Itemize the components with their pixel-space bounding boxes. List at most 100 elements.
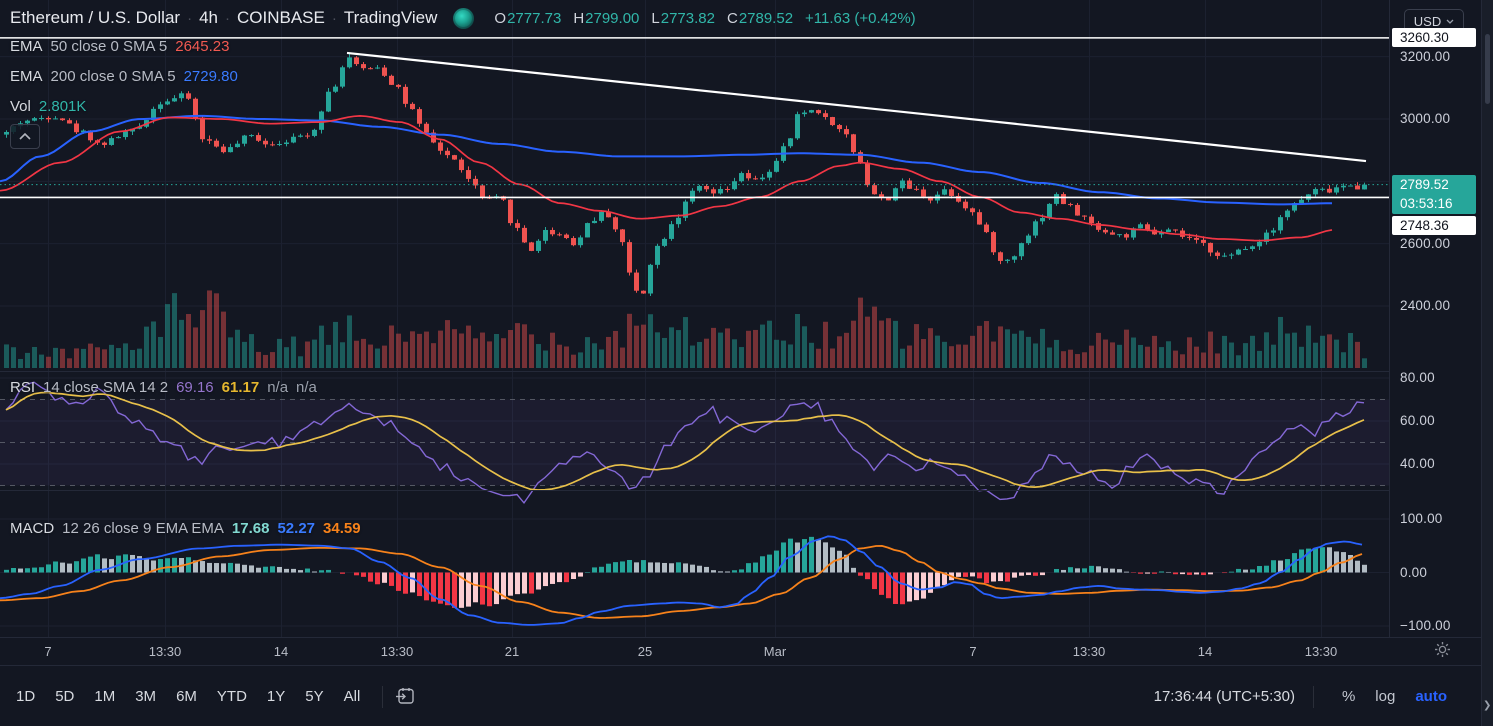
price-tick: 2400.00 (1400, 298, 1451, 313)
ema50-line (0, 115, 1333, 242)
rsi-band-value: n/a (296, 379, 317, 396)
macd-line (0, 535, 1363, 626)
open-value: 2777.73 (507, 9, 562, 27)
time-tick: 7 (44, 644, 52, 659)
legend-params: 200 close 0 SMA 5 (50, 68, 176, 85)
legend-title: RSI (10, 379, 36, 396)
ema200-line (0, 114, 1333, 206)
legend-title: EMA (10, 68, 43, 85)
candles (4, 52, 1367, 297)
session-clock[interactable]: 17:36:44 (UTC+5:30) (1153, 688, 1295, 705)
range-button-ytd[interactable]: YTD (216, 688, 247, 705)
range-button-1m[interactable]: 1M (94, 688, 116, 705)
legend-title: MACD (10, 520, 55, 537)
price-chart-canvas[interactable] (0, 0, 1389, 637)
price-tick: 2600.00 (1400, 235, 1451, 251)
legend-ema200[interactable]: EMA 200 close 0 SMA 5 2729.80 (10, 68, 238, 85)
scrollbar-thumb[interactable] (1485, 34, 1490, 104)
log-scale-button[interactable]: log (1375, 688, 1396, 705)
range-button-1d[interactable]: 1D (16, 688, 36, 705)
macd-signal-value: 34.59 (323, 520, 361, 537)
toolbar-divider (382, 685, 384, 708)
go-to-date-icon (396, 688, 414, 704)
rsi-value: 69.16 (176, 379, 214, 396)
high-value: 2799.00 (585, 9, 640, 27)
auto-scale-button[interactable]: auto (1415, 688, 1447, 705)
price-tick: 3400.00 (1400, 0, 1450, 3)
macd-tick: 100.00 (1400, 511, 1443, 526)
volume-bars (4, 290, 1367, 368)
interval-button[interactable]: 4h (199, 8, 218, 27)
rsi-ma-line (5, 391, 1365, 491)
symbol-title[interactable]: Ethereum / U.S. Dollar (10, 8, 181, 27)
high-line-price-label: 3260.30 (1392, 28, 1476, 48)
time-tick: 21 (504, 644, 520, 659)
price-tick: 3000.00 (1400, 111, 1451, 126)
range-button-5d[interactable]: 5D (55, 688, 75, 705)
open-label: O (494, 9, 507, 27)
symbol-logo-icon (453, 7, 475, 29)
range-button-3m[interactable]: 3M (135, 688, 157, 705)
right-panel-edge: ❯ (1481, 0, 1493, 726)
chevron-up-icon (19, 133, 31, 140)
provider-label: TradingView (343, 8, 438, 27)
change-value: +11.63 (+0.42%) (805, 9, 916, 27)
last-price-label: 2789.52 03:53:16 (1392, 174, 1476, 214)
legend-params: 14 close SMA 14 2 (43, 379, 169, 396)
collapse-legend-button[interactable] (10, 124, 40, 149)
legend-title: Vol (10, 98, 31, 115)
toolbar-divider (1312, 685, 1314, 708)
time-tick: 25 (637, 644, 653, 659)
price-tick: 3200.00 (1400, 48, 1451, 64)
chevron-down-icon (1446, 19, 1454, 24)
legend-rsi[interactable]: RSI 14 close SMA 14 2 69.16 61.17 n/a n/… (10, 379, 317, 396)
legend-volume[interactable]: Vol 2.801K (10, 98, 86, 115)
legend-value: 2645.23 (175, 38, 230, 55)
separator-dot: · (331, 9, 337, 27)
legend-ema50[interactable]: EMA 50 close 0 SMA 5 2645.23 (10, 38, 229, 55)
macd-signal-line (0, 544, 1363, 619)
bottom-toolbar: 1D 5D 1M 3M 6M YTD 1Y 5Y All 17:36:44 (UTC+5:30)… (0, 665, 1481, 726)
close-value: 2789.52 (738, 9, 794, 27)
currency-label: USD (1413, 13, 1442, 29)
legend-title: EMA (10, 38, 43, 55)
time-tick: 14 (273, 644, 289, 659)
high-label: H (573, 9, 585, 27)
expand-panel-chevron-icon[interactable]: ❯ (1483, 700, 1492, 711)
separator-dot: · (224, 9, 230, 27)
rsi-tick: 80.00 (1400, 370, 1435, 385)
range-button-1y[interactable]: 1Y (266, 688, 286, 705)
time-tick: 13:30 (1304, 644, 1338, 659)
legend-macd[interactable]: MACD 12 26 close 9 EMA EMA 17.68 52.27 3… (10, 520, 361, 537)
legend-value: 2.801K (38, 98, 87, 115)
rsi-ma-value: 61.17 (221, 379, 260, 396)
time-axis-settings-gear-icon[interactable] (1434, 641, 1451, 663)
percent-scale-button[interactable]: % (1341, 688, 1356, 705)
range-button-all[interactable]: All (343, 688, 361, 705)
toolbar-right-group: 17:36:44 (UTC+5:30) % log auto (1153, 685, 1457, 708)
ohlc-readout: O 2777.73 H 2799.00 L 2773.82 C 2789.52 +11.… (494, 10, 915, 27)
separator-dot: · (187, 9, 193, 27)
macd-tick: −100.00 (1400, 618, 1451, 633)
time-axis[interactable]: 7 13:30 14 13:30 21 25 Mar 7 13:30 14 13:30 (0, 637, 1481, 666)
macd-tick: 0.00 (1400, 564, 1428, 580)
price-axis[interactable]: USD 3400.00 3200.00 3000.00 2600.00 2400.00 8… (1389, 0, 1482, 637)
exchange-label[interactable]: COINBASE (236, 8, 325, 27)
rsi-tick: 60.00 (1400, 413, 1435, 428)
low-value: 2773.82 (660, 9, 715, 27)
time-tick: 13:30 (380, 644, 414, 659)
chart-header: Ethereum / U.S. Dollar · 4h · COINBASE ·… (10, 0, 916, 36)
range-button-5y[interactable]: 5Y (305, 688, 324, 705)
go-to-date-button[interactable] (395, 687, 416, 706)
legend-params: 50 close 0 SMA 5 (50, 38, 168, 55)
macd-line-value: 52.27 (277, 520, 316, 537)
legend-value: 2729.80 (183, 68, 238, 85)
close-label: C (726, 9, 738, 27)
time-tick: 14 (1197, 644, 1213, 659)
range-button-6m[interactable]: 6M (176, 688, 197, 705)
time-tick: 7 (969, 644, 977, 659)
time-tick: 13:30 (1072, 644, 1106, 659)
trendline-drawing[interactable] (346, 51, 1367, 163)
hline-price-label: 2748.36 (1392, 215, 1476, 235)
